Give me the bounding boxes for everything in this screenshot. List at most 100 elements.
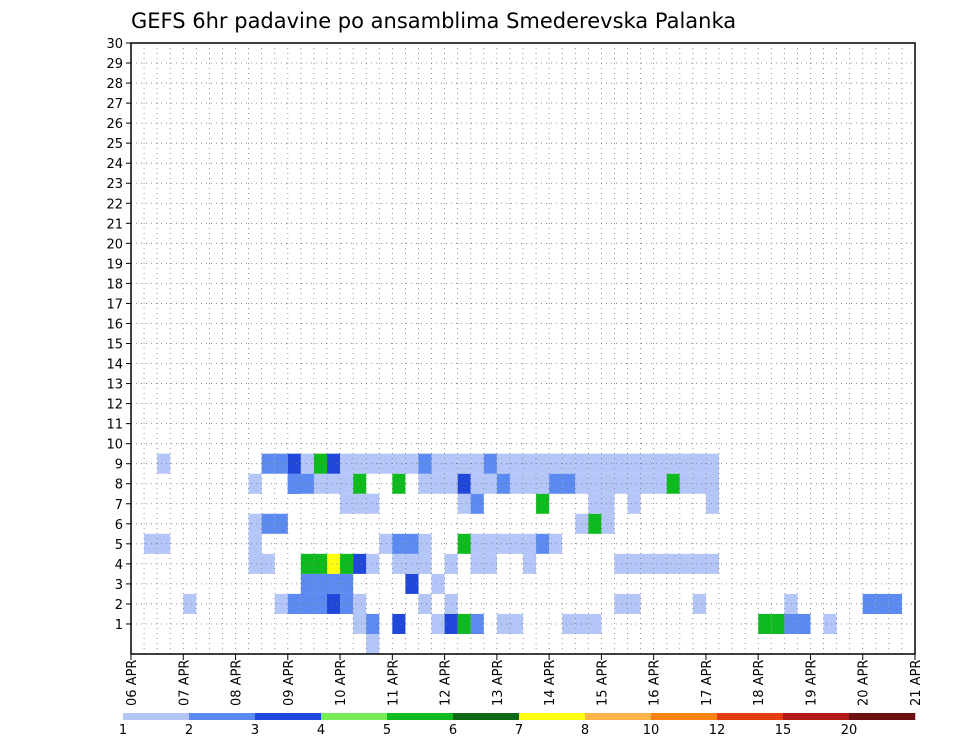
x-tick-label: 13 APR <box>491 660 506 706</box>
y-tick-label: 7 <box>115 498 123 513</box>
heatmap-cell <box>627 593 641 614</box>
y-axis: 1234567891011121314151617181920212223242… <box>106 37 131 633</box>
y-tick-label: 2 <box>115 598 123 613</box>
heatmap-cell <box>457 533 471 554</box>
legend-swatch <box>783 713 850 720</box>
heatmap-cell <box>496 453 510 474</box>
y-tick-label: 22 <box>106 197 123 212</box>
y-tick-label: 3 <box>115 578 123 593</box>
legend-swatch <box>387 713 454 720</box>
x-axis: 06 APR 07 APR 08 APR 09 APR 10 APR 11 APR 12 A… <box>125 654 924 706</box>
heatmap-cell <box>562 613 576 634</box>
x-tick-label: 06 APR <box>125 660 140 706</box>
legend-label: 8 <box>581 723 589 738</box>
heatmap-cell <box>536 493 550 514</box>
heatmap-cell <box>418 473 432 494</box>
heatmap-cell <box>392 473 406 494</box>
heatmap-cell <box>261 453 275 474</box>
heatmap-cell <box>523 453 537 474</box>
y-tick-label: 17 <box>106 297 123 312</box>
heatmap-cell <box>601 453 615 474</box>
heatmap-cell <box>653 473 667 494</box>
heatmap-cell <box>483 553 497 574</box>
heatmap-cell <box>640 453 654 474</box>
heatmap-cell <box>392 453 406 474</box>
x-tick-label: 18 APR <box>752 660 767 706</box>
y-tick-label: 23 <box>106 177 123 192</box>
heatmap-cell <box>797 613 811 634</box>
heatmap-cell <box>327 473 341 494</box>
heatmap-cell <box>366 453 380 474</box>
heatmap-cell <box>784 593 798 614</box>
y-tick-label: 24 <box>106 157 123 172</box>
heatmap-cell <box>418 453 432 474</box>
x-tick-label: 14 APR <box>543 660 558 706</box>
heatmap-cell <box>379 453 393 474</box>
heatmap-cell <box>549 533 563 554</box>
heatmap-cell <box>862 593 876 614</box>
heatmap-cell <box>300 553 314 574</box>
heatmap-cell <box>470 533 484 554</box>
heatmap-cell <box>588 493 602 514</box>
heatmap-cell <box>418 593 432 614</box>
legend-label: 20 <box>841 723 858 738</box>
y-tick-label: 15 <box>106 338 123 353</box>
plot-frame <box>130 42 916 655</box>
legend-label: 3 <box>251 723 259 738</box>
heatmap-cell <box>157 533 171 554</box>
legend-swatch <box>453 713 520 720</box>
heatmap-cell <box>261 553 275 574</box>
y-tick-label: 16 <box>106 317 123 332</box>
legend-label: 12 <box>709 723 726 738</box>
heatmap-cell <box>248 513 262 534</box>
heatmap-cell <box>692 553 706 574</box>
y-tick-label: 4 <box>115 558 123 573</box>
legend-swatch <box>651 713 718 720</box>
heatmap-cell <box>366 633 380 655</box>
heatmap-cell <box>248 533 262 554</box>
heatmap-cell <box>457 493 471 514</box>
heatmap-cell <box>601 473 615 494</box>
y-tick-label: 8 <box>115 478 123 493</box>
heatmap-cell <box>144 533 158 554</box>
heatmap-cell <box>666 453 680 474</box>
heatmap-cell <box>418 553 432 574</box>
heatmap-cell <box>666 553 680 574</box>
heatmap-cell <box>784 613 798 634</box>
heatmap-cell <box>523 553 537 574</box>
heatmap-cell <box>366 553 380 574</box>
heatmap-cell <box>392 553 406 574</box>
heatmap-cell <box>601 513 615 534</box>
heatmap-cell <box>692 453 706 474</box>
y-tick-label: 6 <box>115 518 123 533</box>
y-tick-label: 25 <box>106 137 123 152</box>
heatmap-cell <box>562 473 576 494</box>
heatmap-cell <box>823 613 837 634</box>
heatmap-cell <box>888 593 902 614</box>
y-tick-label: 13 <box>106 378 123 393</box>
heatmap-cell <box>353 553 367 574</box>
legend-label: 7 <box>515 723 523 738</box>
heatmap-cell <box>379 533 393 554</box>
y-tick-label: 11 <box>106 418 123 433</box>
x-tick-label: 21 APR <box>909 660 924 706</box>
x-tick-label: 15 APR <box>595 660 610 706</box>
heatmap-cell <box>353 613 367 634</box>
y-tick-label: 1 <box>115 618 123 633</box>
heatmap-cell <box>523 533 537 554</box>
heatmap-cell <box>666 473 680 494</box>
heatmap-cell <box>549 473 563 494</box>
heatmap-cell <box>875 593 889 614</box>
heatmap-cell <box>300 473 314 494</box>
heatmap-cell <box>496 613 510 634</box>
y-tick-label: 27 <box>106 97 123 112</box>
heatmap-cell <box>483 473 497 494</box>
heatmap-cell <box>588 613 602 634</box>
heatmap-cell <box>692 473 706 494</box>
heatmap-cell <box>470 553 484 574</box>
y-tick-label: 14 <box>106 358 123 373</box>
x-tick-label: 09 APR <box>282 660 297 706</box>
legend-swatch <box>321 713 388 720</box>
heatmap-cell <box>353 473 367 494</box>
heatmap-cell <box>771 613 785 634</box>
